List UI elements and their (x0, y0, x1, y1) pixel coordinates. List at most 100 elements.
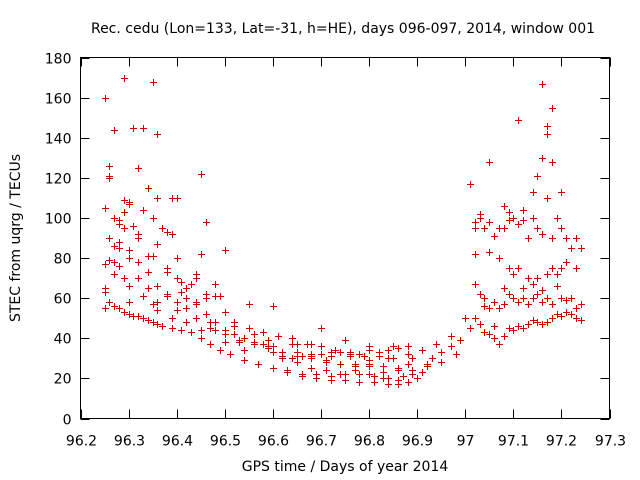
data-point (169, 231, 176, 238)
x-tick-label: 97.3 (595, 434, 626, 450)
x-tick-label: 96.9 (402, 434, 433, 450)
data-point (371, 373, 378, 380)
data-point (496, 255, 503, 262)
data-point (405, 351, 412, 358)
data-point (270, 343, 277, 350)
data-point (126, 283, 133, 290)
data-point (212, 327, 219, 334)
data-point (352, 367, 359, 374)
data-point (279, 349, 286, 356)
data-point (481, 295, 488, 302)
data-point (231, 331, 238, 338)
data-point (510, 215, 517, 222)
data-point (501, 301, 508, 308)
data-point (203, 291, 210, 298)
data-point (395, 367, 402, 374)
data-point (563, 309, 570, 316)
data-point (154, 241, 161, 248)
data-point (520, 217, 527, 224)
data-point (472, 251, 479, 258)
data-point (193, 301, 200, 308)
data-point (554, 311, 561, 318)
chart-title: Rec. cedu (Lon=133, Lat=-31, h=HE), days… (91, 21, 595, 37)
data-point (174, 307, 181, 314)
data-point (525, 235, 532, 242)
data-point (299, 371, 306, 378)
data-point (376, 349, 383, 356)
data-point (174, 299, 181, 306)
data-point (318, 351, 325, 358)
data-point (371, 379, 378, 386)
data-point (558, 295, 565, 302)
data-point (525, 321, 532, 328)
data-point (457, 337, 464, 344)
data-point (544, 131, 551, 138)
data-point (506, 265, 513, 272)
data-point (121, 209, 128, 216)
data-point (568, 245, 575, 252)
data-point (313, 371, 320, 378)
y-tick-label: 100 (45, 212, 72, 228)
data-point (111, 259, 118, 266)
data-point (284, 367, 291, 374)
data-point (236, 339, 243, 346)
data-point (102, 95, 109, 102)
y-tick-label: 60 (54, 292, 72, 308)
data-point (207, 341, 214, 348)
data-point (198, 327, 205, 334)
data-point (342, 371, 349, 378)
data-point (270, 303, 277, 310)
data-point (323, 357, 330, 364)
y-tick-label: 180 (45, 52, 72, 68)
data-point (164, 229, 171, 236)
data-point (429, 355, 436, 362)
data-point (530, 215, 537, 222)
data-point (506, 291, 513, 298)
data-point (102, 285, 109, 292)
data-point (203, 219, 210, 226)
data-point (265, 337, 272, 344)
data-point (486, 219, 493, 226)
data-point (294, 359, 301, 366)
y-axis-label: STEC from uqrg / TECUs (8, 154, 24, 322)
data-point (188, 281, 195, 288)
data-point (318, 343, 325, 350)
data-point (549, 315, 556, 322)
data-point (116, 239, 123, 246)
data-point (515, 323, 522, 330)
data-point (279, 355, 286, 362)
data-point (352, 361, 359, 368)
data-point (126, 311, 133, 318)
data-point (491, 299, 498, 306)
data-point (563, 297, 570, 304)
data-point (241, 357, 248, 364)
y-tick-label: 0 (63, 413, 72, 429)
data-point (246, 325, 253, 332)
data-point (380, 363, 387, 370)
data-point (111, 127, 118, 134)
data-point (448, 333, 455, 340)
data-point (573, 235, 580, 242)
data-point (395, 377, 402, 384)
data-point (558, 265, 565, 272)
data-point (174, 255, 181, 262)
data-point (111, 215, 118, 222)
data-point (241, 335, 248, 342)
data-point (164, 269, 171, 276)
data-point (188, 329, 195, 336)
data-point (121, 275, 128, 282)
data-point (342, 337, 349, 344)
data-point (308, 353, 315, 360)
data-point (573, 265, 580, 272)
data-point (534, 173, 541, 180)
data-point (539, 231, 546, 238)
data-point (578, 317, 585, 324)
data-point (164, 293, 171, 300)
data-point (558, 313, 565, 320)
data-point (472, 225, 479, 232)
data-point (260, 341, 267, 348)
data-point (130, 223, 137, 230)
data-point (106, 163, 113, 170)
data-point (169, 315, 176, 322)
